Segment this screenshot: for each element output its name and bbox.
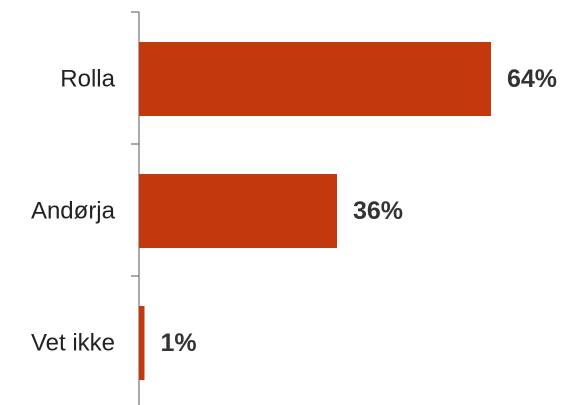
category-label: Andørja [31, 198, 116, 225]
value-label: 64% [507, 65, 557, 93]
value-label: 1% [161, 329, 197, 357]
category-labels: Rolla Andørja Vet ikke [31, 66, 116, 357]
value-labels: 64% 36% 1% [161, 65, 558, 357]
bar-3 [139, 306, 145, 380]
bar-1 [139, 42, 491, 116]
bars [139, 42, 491, 380]
y-axis [131, 11, 140, 405]
value-label: 36% [353, 197, 403, 225]
category-label: Rolla [60, 66, 115, 93]
bar-2 [139, 174, 337, 248]
category-label: Vet ikke [31, 330, 115, 357]
